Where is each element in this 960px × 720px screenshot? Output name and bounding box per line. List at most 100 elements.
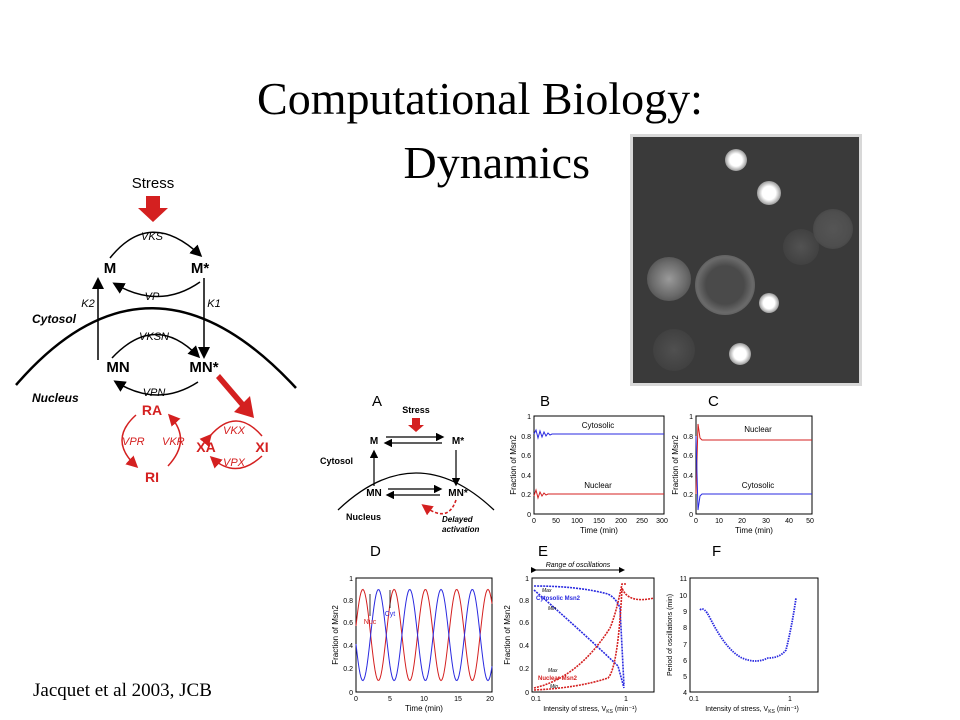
panel-b-ytick: 0.2 (521, 492, 531, 499)
citation: Jacquet et al 2003, JCB (33, 680, 212, 701)
panel-c-xtick: 20 (738, 518, 746, 525)
vpx-arrow (209, 455, 263, 470)
panel-a-cytosol: Cytosol (320, 456, 353, 466)
panel-b: B 0 0.2 0.4 0.6 0.8 1 0 50 100 150 200 2… (509, 393, 668, 535)
slide-title-line1: Computational Biology: (257, 73, 703, 124)
panel-d-letter: D (370, 543, 381, 560)
panel-c-ytick: 1 (689, 414, 693, 421)
panel-e-min-label: Min (548, 606, 556, 612)
panel-b-xtick: 300 (656, 518, 668, 525)
m-star-label: M* (191, 260, 209, 277)
panel-d-xtick: 10 (420, 696, 428, 703)
msn2-model-diagram: Stress VKS M M* VP K2 K1 Cytosol VKSN MN… (15, 175, 297, 485)
panel-b-xtick: 200 (615, 518, 627, 525)
panel-d-xtick: 20 (486, 696, 494, 703)
panel-c-nuclear-label: Nuclear (744, 425, 772, 434)
panel-d-xtick: 5 (388, 696, 392, 703)
panel-c-cytosolic-line (695, 435, 812, 511)
vpn-arrow (113, 380, 199, 396)
panel-e-cyt-min (533, 589, 625, 689)
xi-label: XI (255, 439, 268, 455)
panel-a-stress-arrow (408, 418, 424, 432)
panel-d-ytick: 1 (349, 576, 353, 583)
panel-a-mn-star: MN* (448, 488, 468, 499)
vpx-label: VPX (223, 457, 246, 469)
panel-c-ytick: 0.6 (683, 453, 693, 460)
panel-f-xtick: 1 (788, 696, 792, 703)
panel-d-ytick: 0.4 (343, 643, 353, 650)
panel-f-ytick: 8 (683, 625, 687, 632)
vks-label: VKS (141, 231, 164, 243)
panel-b-xtick: 250 (636, 518, 648, 525)
vp-label: VP (145, 291, 160, 303)
panel-b-cytosolic-label: Cytosolic (582, 421, 614, 430)
panel-b-xlabel: Time (min) (580, 526, 618, 535)
panel-a-m-star: M* (452, 436, 464, 447)
ri-label: RI (145, 469, 159, 485)
panel-b-letter: B (540, 393, 550, 410)
panel-c-xtick: 50 (806, 518, 814, 525)
panel-c-xtick: 30 (762, 518, 770, 525)
panel-c-cytosolic-label: Cytosolic (742, 481, 774, 490)
vkr-label: VKR (162, 436, 185, 448)
panel-e-nuc-max (533, 583, 626, 689)
vks-arrow (109, 231, 203, 259)
nucleus-label: Nucleus (32, 391, 79, 405)
panel-e-xtick: 1 (624, 696, 628, 703)
panel-e-min-label-2: Min (550, 684, 558, 690)
nuclear-membrane (15, 307, 297, 389)
panel-f: F 4 5 6 7 8 9 10 11 0.1 1 Intensity of s… (667, 543, 819, 714)
panel-a-mn: MN (366, 488, 382, 499)
panel-c: C 0 0.2 0.4 0.6 0.8 1 0 10 20 30 40 50 T… (671, 393, 814, 535)
panel-e-ytick: 1 (525, 576, 529, 583)
panel-b-xtick: 100 (571, 518, 583, 525)
panel-e-max-label-2: Max (548, 668, 558, 674)
vkr-arrow (167, 413, 182, 467)
k2-label: K2 (81, 298, 94, 310)
panel-e-ylabel: Fraction of Msn2 (503, 605, 512, 665)
panel-f-xlabel: Intensity of stress, VKS (min⁻¹) (705, 706, 799, 714)
panel-e-cytosolic-label: Cytosolic Msn2 (536, 596, 581, 602)
slide-title-line2: Dynamics (403, 137, 590, 188)
panel-a-stress: Stress (402, 405, 430, 415)
panel-d-ytick: 0.6 (343, 620, 353, 627)
panel-e-cyt-max (533, 585, 625, 687)
panel-f-ytick: 9 (683, 609, 687, 616)
panel-a-nucleus: Nucleus (346, 512, 381, 522)
panel-f-ytick: 11 (680, 576, 687, 583)
panel-c-ytick: 0.8 (683, 434, 693, 441)
panel-e-xlabel: Intensity of stress, VKS (min⁻¹) (543, 706, 637, 714)
panel-a: A Stress M M* Cytosol MN MN* Nucleus Del… (320, 393, 495, 534)
panel-e-nuclear-label: Nuclear Msn2 (538, 676, 578, 682)
panel-d-ytick: 0.8 (343, 598, 353, 605)
mn-label: MN (106, 359, 129, 376)
panel-c-xtick: 0 (694, 518, 698, 525)
panel-d-cyt-label: Cyt (385, 611, 396, 618)
panel-f-ytick: 5 (683, 674, 687, 681)
vksn-label: VKSN (139, 331, 169, 343)
panel-d-ytick: 0 (349, 690, 353, 697)
panel-b-nuclear-line (533, 488, 664, 500)
xa-label: XA (196, 439, 215, 455)
panel-e-letter: E (538, 543, 548, 560)
panel-d-cytosolic-wave (355, 588, 493, 682)
panel-e-ytick: 0.6 (519, 620, 529, 627)
panel-c-letter: C (708, 393, 719, 410)
panel-f-period-curve (699, 597, 797, 662)
mn-star-label: MN* (189, 359, 218, 376)
panel-f-letter: F (712, 543, 721, 560)
panel-c-ytick: 0.4 (683, 473, 693, 480)
panel-e-nuc-min (533, 587, 655, 691)
panel-b-ylabel: Fraction of Msn2 (509, 435, 518, 495)
vksn-arrow (111, 333, 201, 359)
panel-e-range-label: Range of oscillations (546, 562, 611, 569)
panel-b-xtick: 50 (552, 518, 560, 525)
vkx-arrow (199, 420, 263, 447)
panel-d-ylabel: Fraction of Msn2 (331, 605, 340, 665)
panel-f-ytick: 4 (683, 690, 687, 697)
panel-b-ytick: 0.8 (521, 434, 531, 441)
panel-e-xtick: 0.1 (531, 696, 541, 703)
panel-b-xtick: 0 (532, 518, 536, 525)
m-label: M (104, 260, 117, 277)
panel-f-ytick: 7 (683, 642, 687, 649)
